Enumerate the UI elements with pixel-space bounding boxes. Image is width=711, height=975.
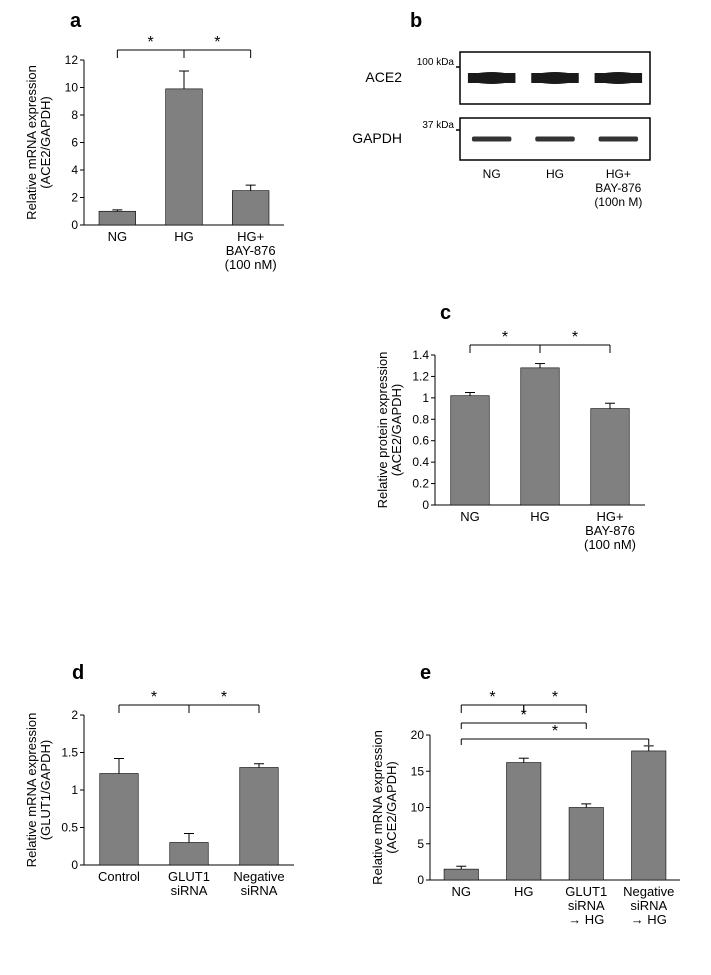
svg-text:NG: NG bbox=[483, 167, 501, 181]
panel-b-blot: ACE2100 kDa37 kDaGAPDHNGHGHG+BAY-876(100… bbox=[360, 8, 700, 248]
svg-text:Relative protein expression: Relative protein expression bbox=[375, 352, 390, 509]
panel-e-chart: Relative mRNA expression(ACE2/GAPDH) 0 5 10… bbox=[360, 660, 700, 970]
svg-text:(ACE2/GAPDH): (ACE2/GAPDH) bbox=[384, 761, 399, 853]
svg-text:→ HG: → HG bbox=[631, 912, 667, 927]
panel-b: b ACE2100 kDa37 kDaGAPDHNGHGHG+BAY-876(1… bbox=[360, 8, 700, 248]
svg-text:100 kDa: 100 kDa bbox=[417, 57, 455, 68]
svg-text:5: 5 bbox=[417, 837, 424, 851]
svg-text:*: * bbox=[552, 723, 558, 740]
panel-c-label: c bbox=[440, 302, 451, 325]
svg-text:1: 1 bbox=[422, 391, 429, 405]
svg-text:BAY-876: BAY-876 bbox=[595, 181, 641, 195]
svg-text:(ACE2/GAPDH): (ACE2/GAPDH) bbox=[389, 384, 404, 476]
svg-text:siRNA: siRNA bbox=[171, 883, 208, 898]
svg-text:8: 8 bbox=[71, 108, 78, 122]
svg-text:*: * bbox=[552, 689, 558, 706]
panel-e: e Relative mRNA expression(ACE2/GAPDH) 0 5… bbox=[360, 660, 700, 970]
svg-text:HG+: HG+ bbox=[237, 229, 264, 244]
svg-text:BAY-876: BAY-876 bbox=[585, 523, 635, 538]
svg-text:6: 6 bbox=[71, 136, 78, 150]
svg-text:HG: HG bbox=[514, 884, 534, 899]
svg-text:1.5: 1.5 bbox=[61, 746, 78, 760]
svg-text:GLUT1: GLUT1 bbox=[565, 884, 607, 899]
svg-text:ACE2: ACE2 bbox=[365, 69, 402, 85]
svg-text:0: 0 bbox=[422, 498, 429, 512]
svg-text:10: 10 bbox=[65, 81, 79, 95]
svg-text:*: * bbox=[502, 329, 508, 346]
svg-text:20: 20 bbox=[411, 728, 425, 742]
svg-text:Negative: Negative bbox=[233, 869, 284, 884]
svg-text:(100n M): (100n M) bbox=[594, 195, 642, 209]
svg-text:Negative: Negative bbox=[623, 884, 674, 899]
svg-text:siRNA: siRNA bbox=[241, 883, 278, 898]
svg-text:*: * bbox=[151, 689, 157, 706]
svg-text:HG: HG bbox=[530, 509, 550, 524]
svg-text:*: * bbox=[221, 689, 227, 706]
panel-c-chart: Relative protein expression(ACE2/GAPDH) 0… bbox=[360, 300, 700, 600]
svg-text:*: * bbox=[489, 689, 495, 706]
svg-text:1: 1 bbox=[71, 783, 78, 797]
svg-text:12: 12 bbox=[65, 53, 79, 67]
svg-text:Relative mRNA expression: Relative mRNA expression bbox=[24, 65, 39, 220]
svg-text:Relative mRNA expression: Relative mRNA expression bbox=[370, 730, 385, 885]
svg-text:0.6: 0.6 bbox=[412, 434, 429, 448]
svg-text:*: * bbox=[214, 34, 220, 51]
svg-text:0: 0 bbox=[71, 858, 78, 872]
svg-text:HG: HG bbox=[546, 167, 564, 181]
svg-text:HG+: HG+ bbox=[596, 509, 623, 524]
svg-text:GLUT1: GLUT1 bbox=[168, 869, 210, 884]
svg-text:HG+: HG+ bbox=[606, 167, 631, 181]
svg-text:NG: NG bbox=[452, 884, 472, 899]
svg-text:0.5: 0.5 bbox=[61, 821, 78, 835]
panel-d-chart: Relative mRNA expression(GLUT1/GAPDH) 0 0.… bbox=[12, 660, 322, 960]
svg-text:NG: NG bbox=[108, 229, 128, 244]
panel-b-label: b bbox=[410, 10, 422, 33]
svg-text:15: 15 bbox=[411, 764, 425, 778]
panel-d-label: d bbox=[72, 662, 84, 685]
panel-d: d Relative mRNA expression(GLUT1/GAPDH) 0… bbox=[12, 660, 322, 960]
svg-text:10: 10 bbox=[411, 801, 425, 815]
svg-text:→ HG: → HG bbox=[568, 912, 604, 927]
svg-text:(100 nM): (100 nM) bbox=[225, 257, 277, 272]
svg-text:Control: Control bbox=[98, 869, 140, 884]
svg-text:*: * bbox=[148, 34, 154, 51]
svg-text:(ACE2/GAPDH): (ACE2/GAPDH) bbox=[38, 96, 53, 188]
svg-text:4: 4 bbox=[71, 163, 78, 177]
svg-text:2: 2 bbox=[71, 191, 78, 205]
svg-text:NG: NG bbox=[460, 509, 480, 524]
svg-text:*: * bbox=[521, 707, 527, 724]
svg-text:BAY-876: BAY-876 bbox=[226, 243, 276, 258]
svg-text:HG: HG bbox=[174, 229, 194, 244]
svg-text:0: 0 bbox=[71, 218, 78, 232]
svg-text:0.4: 0.4 bbox=[412, 455, 429, 469]
svg-text:0: 0 bbox=[417, 873, 424, 887]
svg-text:siRNA: siRNA bbox=[568, 898, 605, 913]
svg-text:37 kDa: 37 kDa bbox=[422, 120, 454, 131]
panel-a: a Relative mRNA expression(ACE2/GAPDH) 0 2… bbox=[12, 8, 312, 288]
svg-text:1.4: 1.4 bbox=[412, 348, 429, 362]
svg-text:GAPDH: GAPDH bbox=[352, 130, 402, 146]
panel-c: c Relative protein expression(ACE2/GAPDH… bbox=[360, 300, 700, 600]
svg-text:2: 2 bbox=[71, 708, 78, 722]
panel-a-chart: Relative mRNA expression(ACE2/GAPDH) 0 2 4 6… bbox=[12, 8, 312, 288]
svg-text:Relative mRNA expression: Relative mRNA expression bbox=[24, 713, 39, 868]
svg-text:(GLUT1/GAPDH): (GLUT1/GAPDH) bbox=[38, 740, 53, 840]
svg-text:siRNA: siRNA bbox=[630, 898, 667, 913]
svg-text:(100 nM): (100 nM) bbox=[584, 537, 636, 552]
panel-e-label: e bbox=[420, 662, 431, 685]
svg-text:1.2: 1.2 bbox=[412, 369, 429, 383]
svg-text:0.2: 0.2 bbox=[412, 477, 429, 491]
svg-text:*: * bbox=[572, 329, 578, 346]
panel-a-label: a bbox=[70, 10, 81, 33]
svg-text:0.8: 0.8 bbox=[412, 412, 429, 426]
